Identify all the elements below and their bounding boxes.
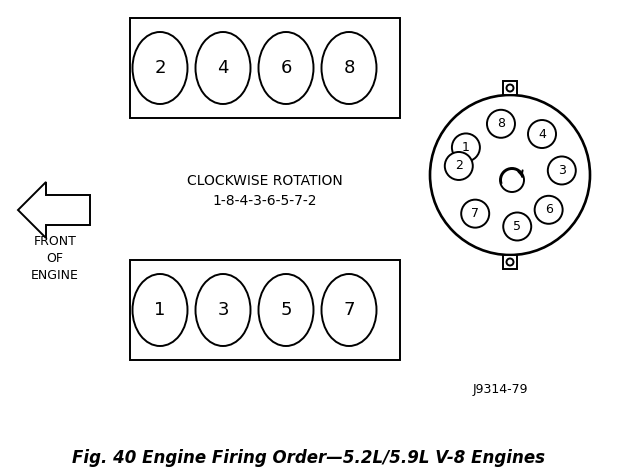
Circle shape [445, 152, 473, 180]
Text: 6: 6 [280, 59, 292, 77]
Circle shape [528, 120, 556, 148]
Circle shape [503, 212, 531, 241]
Ellipse shape [321, 32, 376, 104]
Ellipse shape [133, 274, 188, 346]
FancyBboxPatch shape [503, 255, 517, 269]
Circle shape [507, 84, 513, 91]
Text: CLOCKWISE ROTATION: CLOCKWISE ROTATION [187, 174, 343, 188]
Ellipse shape [321, 274, 376, 346]
Text: 8: 8 [497, 117, 505, 130]
Ellipse shape [133, 32, 188, 104]
Text: 4: 4 [217, 59, 229, 77]
Text: 4: 4 [538, 128, 546, 140]
Ellipse shape [259, 32, 313, 104]
Text: 1-8-4-3-6-5-7-2: 1-8-4-3-6-5-7-2 [213, 194, 317, 208]
Text: 3: 3 [217, 301, 229, 319]
Text: 1: 1 [154, 301, 166, 319]
Ellipse shape [259, 274, 313, 346]
FancyBboxPatch shape [503, 81, 517, 95]
Text: 1: 1 [462, 141, 470, 154]
Circle shape [461, 200, 489, 227]
Text: 7: 7 [471, 207, 479, 220]
Circle shape [430, 95, 590, 255]
Ellipse shape [196, 32, 251, 104]
Circle shape [507, 259, 513, 266]
Circle shape [500, 168, 524, 192]
Text: 8: 8 [343, 59, 355, 77]
Circle shape [452, 133, 480, 162]
Circle shape [487, 110, 515, 138]
Text: 6: 6 [545, 203, 553, 216]
Text: J9314-79: J9314-79 [472, 383, 528, 397]
Ellipse shape [196, 274, 251, 346]
Text: 7: 7 [343, 301, 355, 319]
Bar [130, 260, 400, 360]
Text: 5: 5 [280, 301, 292, 319]
Text: 3: 3 [558, 164, 566, 177]
Circle shape [548, 156, 576, 185]
Polygon shape [18, 182, 90, 238]
Text: Fig. 40 Engine Firing Order—5.2L/5.9L V-8 Engines: Fig. 40 Engine Firing Order—5.2L/5.9L V-… [72, 449, 544, 467]
Text: FRONT
OF
ENGINE: FRONT OF ENGINE [31, 235, 79, 282]
Text: 2: 2 [455, 160, 463, 172]
Text: 2: 2 [154, 59, 166, 77]
Circle shape [535, 196, 563, 224]
Bar [130, 18, 400, 118]
Text: 5: 5 [513, 220, 521, 233]
